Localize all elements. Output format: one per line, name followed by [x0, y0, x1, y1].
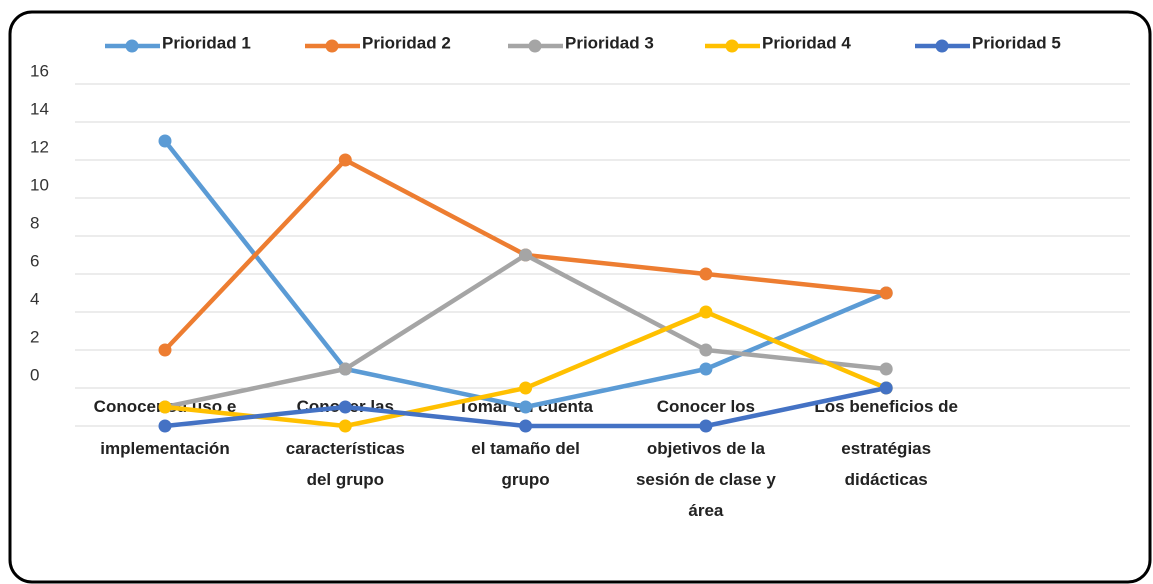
- data-point: [879, 286, 893, 300]
- data-point: [519, 400, 533, 414]
- data-point: [699, 419, 713, 433]
- y-tick-label: 14: [30, 99, 49, 118]
- data-point: [879, 362, 893, 376]
- legend-label: Prioridad 2: [362, 33, 451, 52]
- chart-border: [8, 10, 1152, 584]
- data-point: [699, 362, 713, 376]
- y-tick-label: 6: [30, 251, 39, 270]
- y-tick-label: 2: [30, 327, 39, 346]
- legend-label: Prioridad 3: [565, 33, 654, 52]
- legend-marker: [125, 39, 139, 53]
- legend-marker: [528, 39, 542, 53]
- data-point: [338, 362, 352, 376]
- y-tick-label: 10: [30, 175, 49, 194]
- data-point: [338, 400, 352, 414]
- data-point: [158, 134, 172, 148]
- data-point: [699, 267, 713, 281]
- data-point: [158, 419, 172, 433]
- data-point: [158, 343, 172, 357]
- y-tick-label: 12: [30, 137, 49, 156]
- y-tick-label: 16: [30, 61, 49, 80]
- y-tick-label: 4: [30, 289, 39, 308]
- legend-label: Prioridad 5: [972, 33, 1061, 52]
- data-point: [879, 381, 893, 395]
- data-point: [158, 400, 172, 414]
- data-point: [699, 305, 713, 319]
- legend-label: Prioridad 1: [162, 33, 251, 52]
- y-tick-label: 0: [30, 365, 39, 384]
- legend-marker: [935, 39, 949, 53]
- y-tick-label: 8: [30, 213, 39, 232]
- x-tick-label: Conocer los objetivos de la sesión de clas…: [636, 397, 776, 520]
- data-point: [519, 419, 533, 433]
- legend-marker: [725, 39, 739, 53]
- legend-label: Prioridad 4: [762, 33, 851, 52]
- legend-marker: [325, 39, 339, 53]
- data-point: [519, 381, 533, 395]
- data-point: [338, 419, 352, 433]
- x-tick-label: Los beneficios de estratégias didácticas: [814, 397, 958, 489]
- data-point: [338, 153, 352, 167]
- data-point: [519, 248, 533, 262]
- data-point: [699, 343, 713, 357]
